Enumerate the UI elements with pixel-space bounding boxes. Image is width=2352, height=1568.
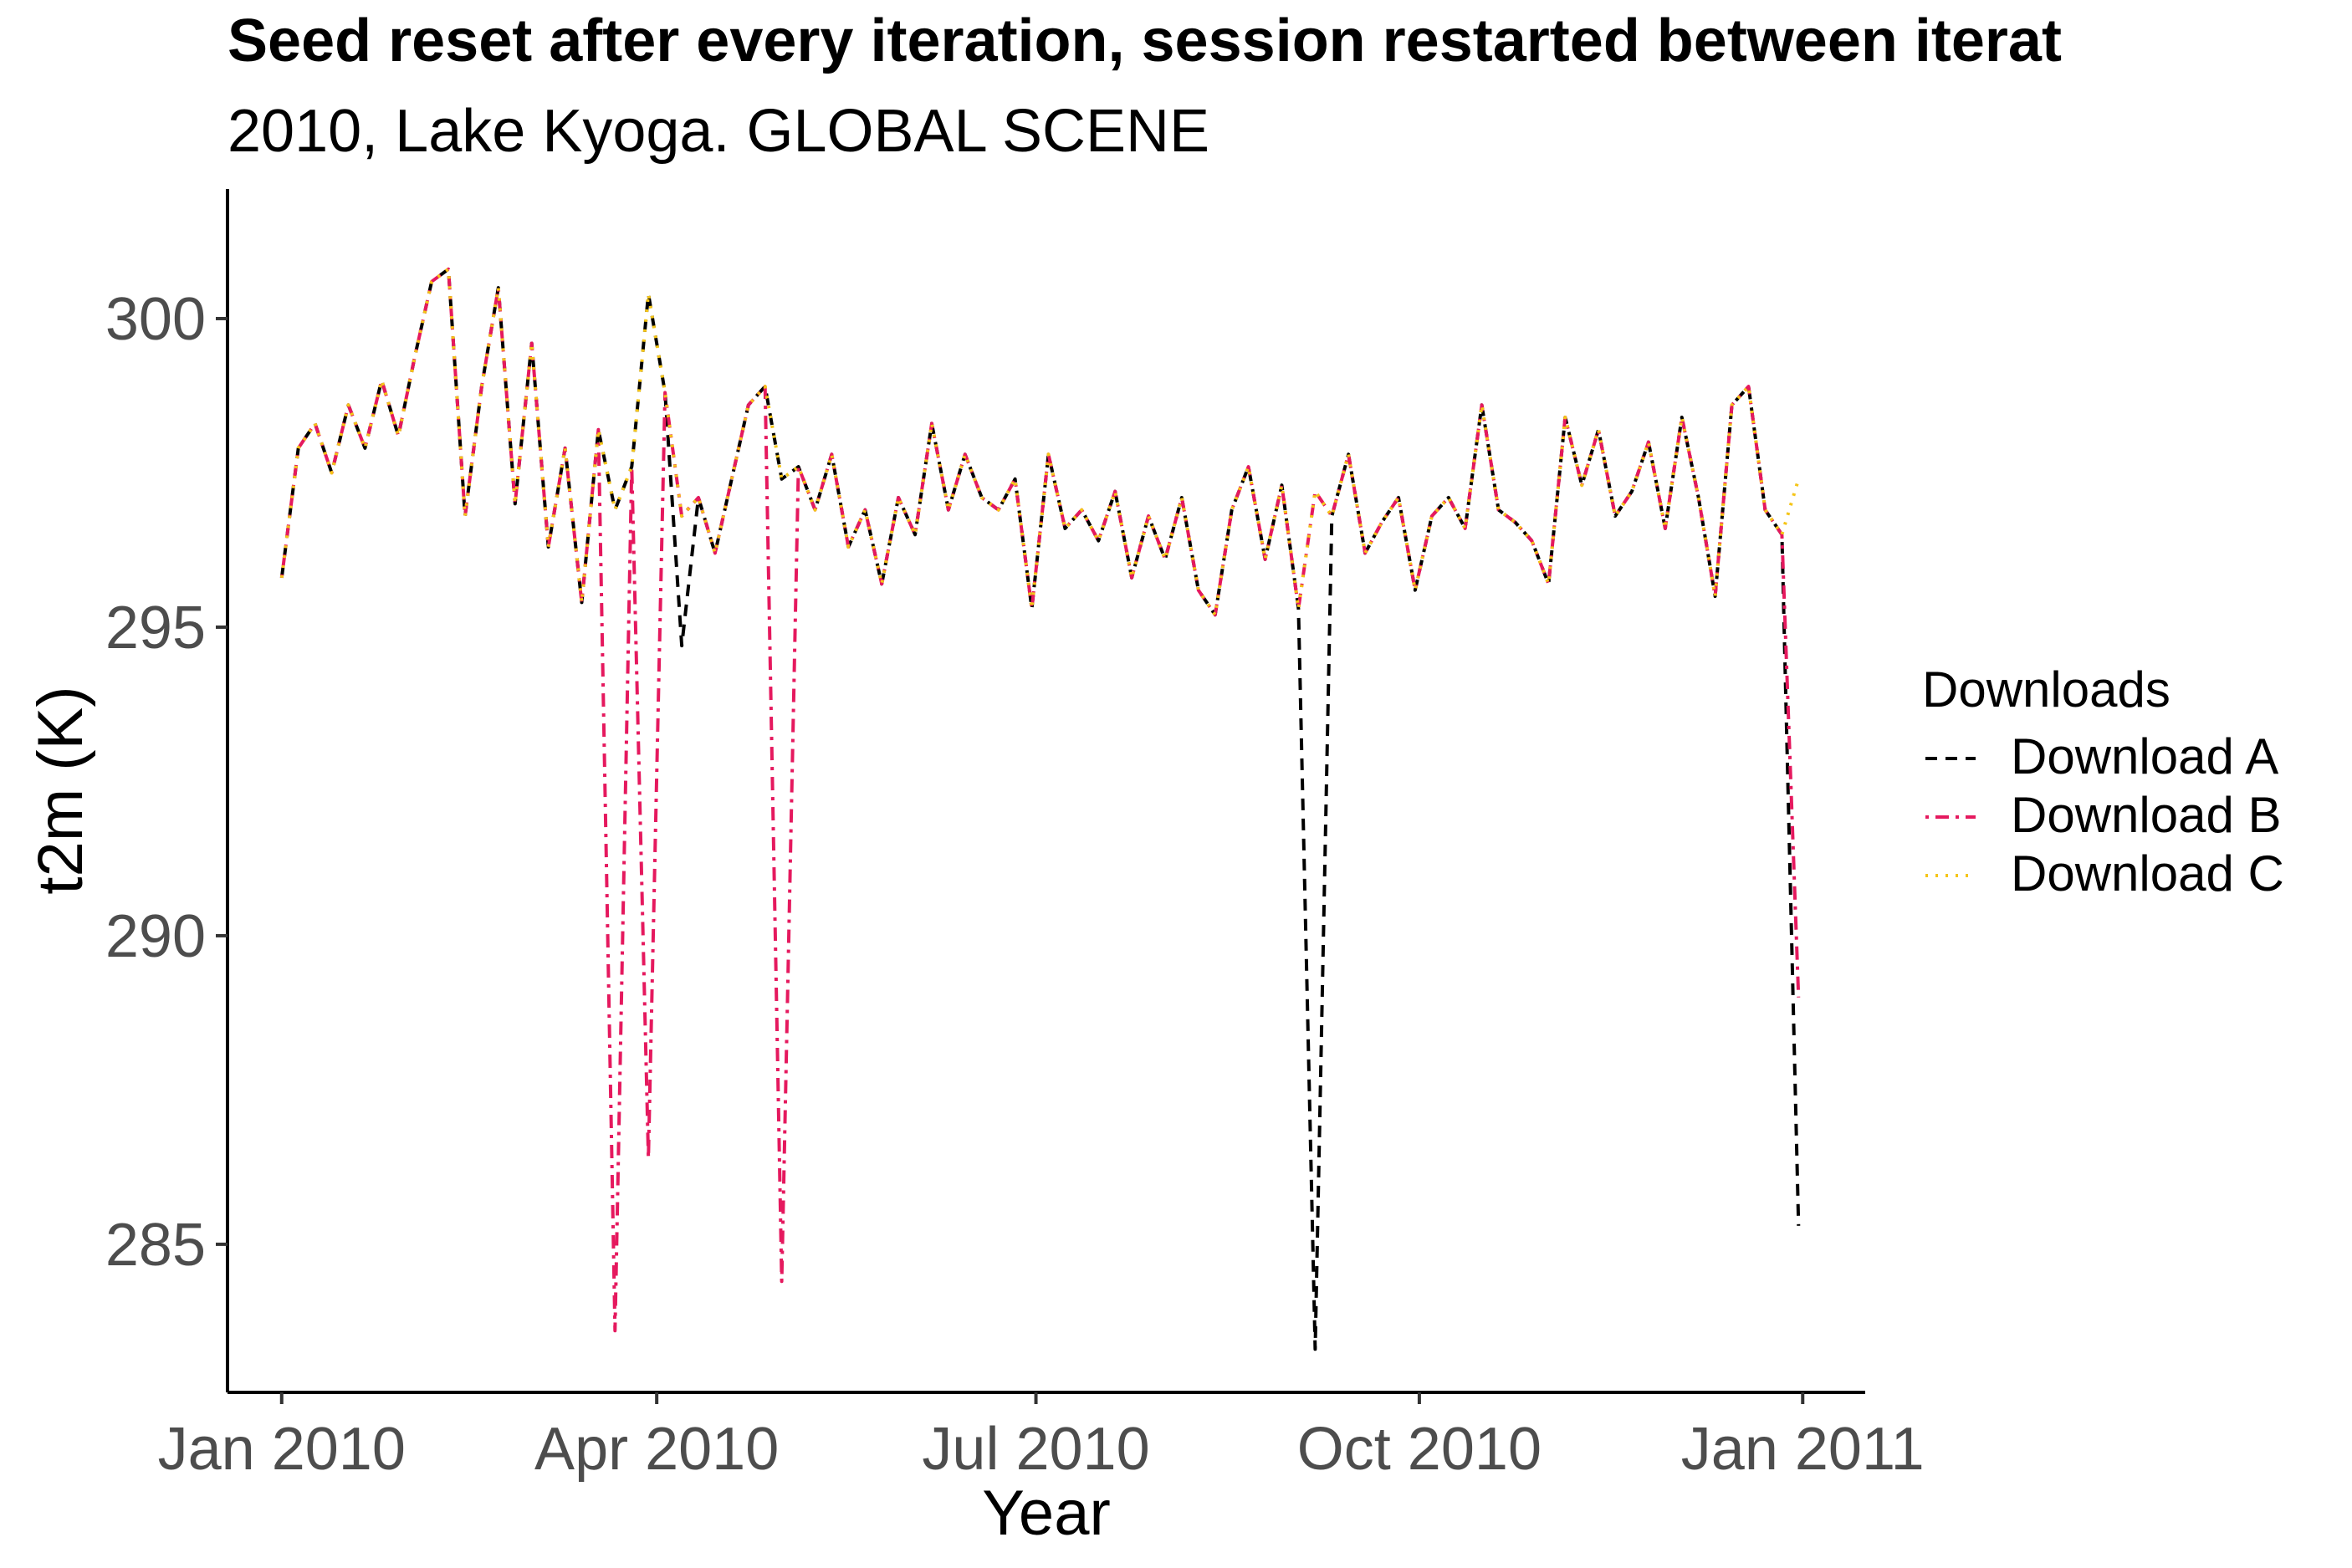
x-tick-label: Jan 2010 (158, 1416, 406, 1483)
chart-title: Seed reset after every iteration, sessio… (228, 8, 2062, 74)
legend-label: Download B (2011, 787, 2282, 843)
y-ticks: 285 290 295 300 (105, 286, 228, 1279)
legend-title: Downloads (1922, 661, 2170, 718)
legend-label: Download A (2011, 728, 2278, 784)
x-tick-label: Jul 2010 (922, 1416, 1149, 1483)
plot-area: 285 290 295 300 Jan 2010 Apr 2010 Jul 2010 Oct… (105, 189, 1925, 1483)
series-lines (279, 267, 1801, 1351)
x-axis-title: Year (982, 1478, 1111, 1549)
x-tick-label: Apr 2010 (534, 1416, 779, 1483)
x-tick-label: Oct 2010 (1297, 1416, 1542, 1483)
y-axis-title: t2m (K) (25, 686, 96, 894)
y-tick-label: 290 (105, 903, 206, 970)
x-ticks: Jan 2010 Apr 2010 Jul 2010 Oct 2010 Jan 2011 (158, 1392, 1925, 1483)
y-tick-label: 285 (105, 1212, 206, 1279)
x-tick-label: Jan 2011 (1681, 1416, 1925, 1483)
chart-subtitle: 2010, Lake Kyoga. GLOBAL SCENE (228, 98, 1210, 165)
y-tick-label: 300 (105, 286, 206, 353)
y-tick-label: 295 (105, 595, 206, 661)
series-line-download-c (279, 267, 1801, 617)
legend-label: Download C (2011, 845, 2284, 901)
